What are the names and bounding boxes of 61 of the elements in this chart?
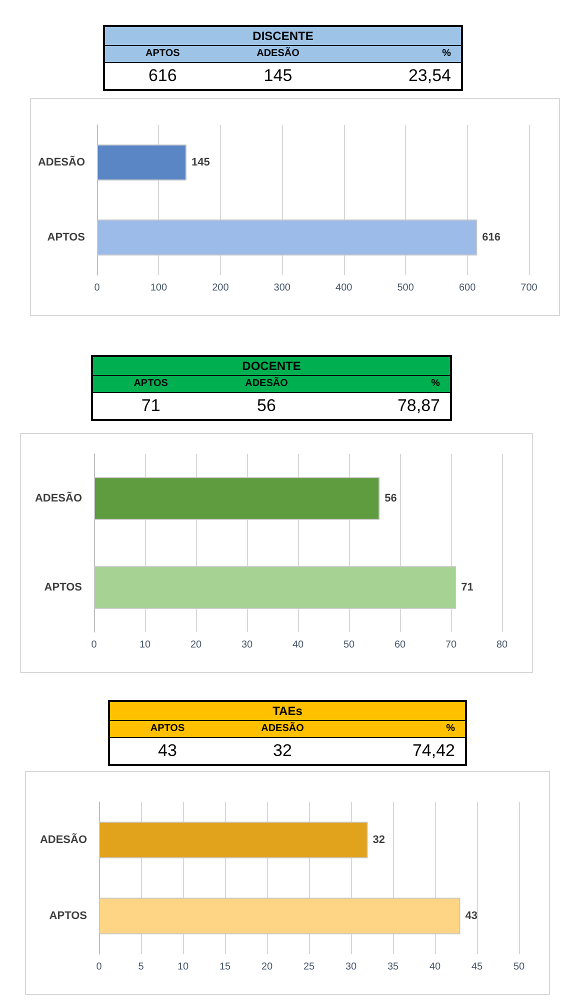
x-tick-label: 10 xyxy=(139,640,151,650)
text: ADESÃO xyxy=(244,376,289,391)
x-tick-label: 10 xyxy=(177,962,189,972)
data-label: 43 xyxy=(465,910,478,922)
y-tick-label: APTOS xyxy=(47,232,85,244)
x-tick-label: 40 xyxy=(429,962,441,972)
text: 78,87 xyxy=(396,395,442,417)
text: 56 xyxy=(256,395,277,417)
data-label: 145 xyxy=(191,156,210,168)
text: APTOS xyxy=(144,47,181,61)
x-tick-label: 0 xyxy=(91,640,98,650)
text: 616 xyxy=(147,65,178,87)
x-tick-label: 600 xyxy=(458,282,476,294)
x-tick-label: 70 xyxy=(445,640,457,650)
x-tick-label: 5 xyxy=(138,962,144,972)
text: 74,42 xyxy=(411,740,456,762)
x-tick-label: 100 xyxy=(150,282,168,294)
x-tick-label: 35 xyxy=(387,962,399,972)
y-tick-label: ADESÃO xyxy=(40,833,88,846)
x-tick-label: 25 xyxy=(303,962,315,972)
x-tick-label: 15 xyxy=(219,962,231,972)
x-tick-label: 20 xyxy=(261,962,273,972)
data-label: 71 xyxy=(461,582,474,594)
data-label: 32 xyxy=(372,834,386,846)
x-tick-label: 200 xyxy=(212,282,230,294)
x-tick-label: 300 xyxy=(274,282,291,294)
y-tick-label: APTOS xyxy=(44,582,82,594)
text: % xyxy=(441,47,452,61)
data-label: 56 xyxy=(384,492,397,504)
x-tick-label: 80 xyxy=(496,640,508,650)
x-tick-label: 500 xyxy=(397,282,414,294)
x-tick-label: 0 xyxy=(94,282,100,294)
text: 71 xyxy=(140,395,162,417)
y-tick-label: ADESÃO xyxy=(38,156,86,168)
text: % xyxy=(445,722,456,736)
y-tick-label: APTOS xyxy=(49,910,87,922)
x-tick-label: 50 xyxy=(513,962,525,972)
data-label: 616 xyxy=(482,232,501,244)
text: 32 xyxy=(272,740,293,762)
text: 23,54 xyxy=(407,65,452,87)
chart-title: DOCENTE xyxy=(93,357,450,376)
x-tick-label: 50 xyxy=(343,640,355,650)
x-tick-label: 45 xyxy=(471,962,483,972)
text: ADESÃO xyxy=(260,721,305,736)
chart-title: TAEs xyxy=(110,702,465,721)
text: % xyxy=(430,377,442,391)
text: 145 xyxy=(262,65,294,87)
x-tick-label: 20 xyxy=(190,640,202,650)
x-tick-label: 700 xyxy=(520,282,538,294)
x-tick-label: 40 xyxy=(292,640,304,650)
x-tick-label: 30 xyxy=(241,640,253,650)
x-tick-label: 400 xyxy=(336,282,353,294)
text: 43 xyxy=(157,740,178,762)
text: APTOS xyxy=(149,722,186,736)
text: ADESÃO xyxy=(256,46,300,61)
y-tick-label: ADESÃO xyxy=(34,492,82,504)
chart-title: DISCENTE xyxy=(105,27,461,46)
x-tick-label: 30 xyxy=(345,962,357,972)
x-tick-label: 0 xyxy=(96,962,102,972)
x-tick-label: 60 xyxy=(394,640,406,650)
text: APTOS xyxy=(132,377,169,391)
